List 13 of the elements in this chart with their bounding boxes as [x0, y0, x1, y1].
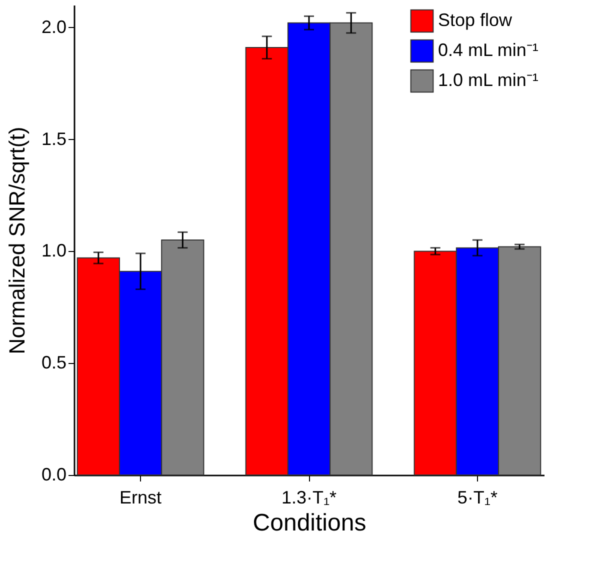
x-tick-label: 5·T₁* [457, 488, 498, 508]
y-tick-label: 2.0 [41, 16, 66, 37]
legend-label: 0.4 mL min⁻¹ [438, 40, 538, 60]
y-tick-label: 0.0 [41, 464, 66, 484]
legend-label: 1.0 mL min⁻¹ [438, 70, 538, 90]
x-tick-label: Ernst [120, 488, 162, 508]
x-axis-title: Conditions [252, 510, 366, 536]
y-axis-title: Normalized SNR/sqrt(t) [4, 126, 30, 354]
legend-label: Stop flow [438, 10, 514, 30]
y-tick-label: 1.5 [41, 128, 66, 149]
x-tick-label: 1.3·T₁* [281, 488, 337, 508]
y-tick-label: 0.5 [41, 352, 66, 373]
y-tick-label: 1.0 [41, 240, 66, 261]
